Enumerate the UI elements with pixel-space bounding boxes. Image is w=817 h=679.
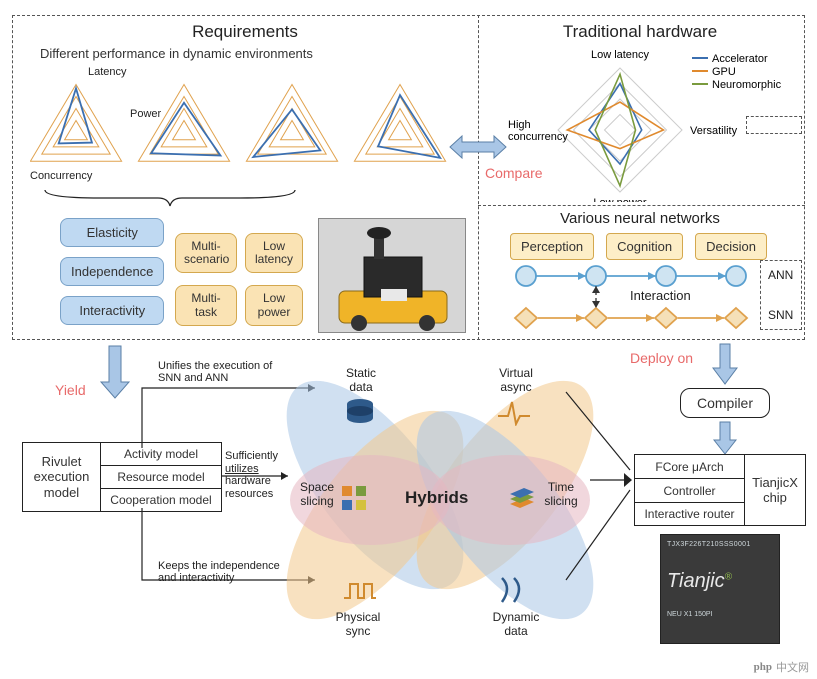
tag-low-power: Low power — [245, 285, 303, 325]
brace-icon — [40, 188, 300, 210]
networks-title: Various neural networks — [490, 210, 790, 227]
svg-text:concurrency: concurrency — [508, 131, 568, 143]
layers-icon — [506, 486, 536, 512]
axis-latency: Latency — [88, 66, 127, 78]
tag-multi-task: Multi-task — [175, 285, 237, 325]
versatility-box — [746, 116, 802, 134]
right-hdivider — [478, 205, 805, 206]
squares-icon — [342, 486, 368, 512]
nn-cognition: Cognition — [606, 233, 683, 260]
venn-virtual: Virtual async — [486, 366, 546, 394]
compiler-arrow-icon — [712, 420, 738, 456]
chip-brand: Tianjic — [667, 570, 725, 592]
nn-perception: Perception — [510, 233, 594, 260]
vertical-divider — [478, 15, 479, 340]
yield-arrow-icon — [98, 344, 132, 400]
rivulet-title-box: Rivulet execution model — [22, 442, 100, 512]
svg-text:Neuromorphic: Neuromorphic — [712, 79, 782, 91]
svg-text:Low power: Low power — [593, 197, 647, 202]
tag-elasticity: Elasticity — [60, 218, 164, 247]
requirements-subtitle: Different performance in dynamic environ… — [40, 46, 313, 61]
wave-icon — [496, 576, 530, 606]
tag-independence: Independence — [60, 257, 164, 286]
rivulet-l1: Rivulet — [42, 454, 82, 470]
req-triangles — [30, 70, 460, 190]
chip-line1: TJX3F226T210SSS0001 — [667, 541, 773, 548]
chip-reg: ® — [725, 571, 732, 582]
annot-top: Unifies the execution of SNN and ANN — [158, 360, 288, 384]
venn-space: Space slicing — [292, 480, 342, 508]
rivulet-l3: model — [44, 485, 79, 501]
svg-text:Versatility: Versatility — [690, 125, 738, 137]
yield-label: Yield — [55, 382, 86, 398]
deploy-arrow-icon — [710, 342, 740, 386]
tag-multi-scenario: Multi-scenario — [175, 233, 237, 273]
ann-label: ANN — [768, 268, 793, 282]
venn-dynamic: Dynamic data — [484, 610, 548, 638]
hybrids-venn: Hybrids Static data Virtual async Space … — [300, 360, 580, 650]
hybrids-center: Hybrids — [405, 488, 468, 508]
robot-photo — [318, 218, 466, 333]
venn-physical: Physical sync — [326, 610, 390, 638]
chip-row-router: Interactive router — [634, 502, 744, 526]
annot-mid: Sufficiently utilizes hardware resources — [225, 450, 285, 501]
pulse-icon — [342, 580, 378, 604]
svg-text:High: High — [508, 119, 531, 131]
svg-text:Low latency: Low latency — [591, 49, 650, 61]
axis-concurrency: Concurrency — [30, 170, 92, 182]
chip-row-controller: Controller — [634, 478, 744, 502]
footer-watermark: php 中文网 — [754, 659, 809, 675]
svg-text:Accelerator: Accelerator — [712, 53, 768, 65]
tag-interactivity: Interactivity — [60, 296, 164, 325]
axis-power: Power — [130, 108, 161, 120]
db-icon — [344, 398, 376, 426]
snn-label: SNN — [768, 308, 793, 322]
nn-decision: Decision — [695, 233, 767, 260]
traditional-title: Traditional hardware — [490, 22, 790, 42]
rivulet-l2: execution — [34, 469, 90, 485]
interaction-label: Interaction — [630, 288, 691, 303]
annot-bot: Keeps the independence and interactivity — [158, 560, 298, 584]
requirements-title: Requirements — [30, 22, 460, 42]
chip-row-fcore: FCore μArch — [634, 454, 744, 478]
compiler-box: Compiler — [680, 388, 770, 418]
spike-icon — [496, 400, 532, 426]
chip-photo: TJX3F226T210SSS0001 Tianjic® NEU X1 150P… — [660, 534, 780, 644]
tag-low-latency: Low latency — [245, 233, 303, 273]
venn-static: Static data — [334, 366, 388, 394]
svg-text:GPU: GPU — [712, 66, 736, 78]
chip-line3: NEU X1 150PI — [667, 611, 773, 618]
tianjicx-title-box: TianjicXchip — [744, 454, 806, 526]
deploy-label: Deploy on — [630, 350, 693, 366]
